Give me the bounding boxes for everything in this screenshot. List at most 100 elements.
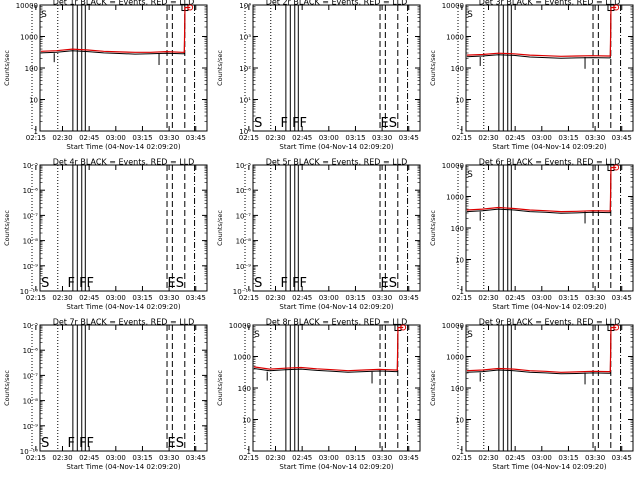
x-tick-label: 03:45: [612, 294, 632, 302]
x-tick-label: 02:45: [79, 134, 99, 142]
panel-title: Det 1r BLACK = Events, RED = LLD: [53, 0, 195, 7]
panel-det-1r: Det 1r BLACK = Events, RED = LLD 1 10 100 10…: [3, 0, 208, 151]
y-tick-label: 100: [451, 385, 464, 393]
x-axis-label: Start Time (04-Nov-14 02:09:20): [492, 143, 606, 151]
y-axis-label: Counts/sec: [3, 370, 11, 406]
y-tick-label: 10⁰: [239, 128, 251, 136]
panel-title: Det 8r BLACK = Events, RED = LLD: [266, 318, 408, 327]
x-tick-label: 02:45: [505, 134, 525, 142]
flag-label: S: [41, 436, 49, 451]
x-tick-label: 02:15: [26, 294, 46, 302]
y-axis-label: Counts/sec: [216, 370, 224, 406]
x-tick-label: 02:15: [239, 294, 259, 302]
x-tick-label: 03:00: [106, 294, 126, 302]
x-tick-label: 02:15: [26, 454, 46, 462]
x-axis-label: Start Time (04-Nov-14 02:09:20): [66, 303, 180, 311]
y-axis-label: Counts/sec: [216, 50, 224, 86]
plot-frame: [252, 4, 421, 132]
flag-label: F: [68, 436, 75, 451]
y-tick-label: 1: [460, 288, 464, 296]
y-tick-label: 10¹: [239, 97, 251, 105]
x-tick-label: 03:45: [186, 134, 206, 142]
x-tick-label: 02:15: [452, 294, 472, 302]
x-tick-label: 03:30: [585, 134, 605, 142]
y-tick-label: 10: [455, 257, 464, 265]
x-axis-label: Start Time (04-Nov-14 02:09:20): [492, 463, 606, 471]
x-tick-label: 02:45: [79, 454, 99, 462]
x-axis-label: Start Time (04-Nov-14 02:09:20): [66, 143, 180, 151]
panel-det-5r: Det 5r BLACK = Events, RED = LLD 10⁻¹⁰ 10⁻…: [216, 158, 421, 311]
y-tick-label: 10000: [442, 162, 464, 170]
x-tick-label: 03:15: [558, 134, 578, 142]
x-tick-label: 03:00: [106, 454, 126, 462]
y-tick-label: 1000: [446, 354, 464, 362]
y-tick-label: 10⁻⁸: [23, 238, 39, 246]
x-tick-label: 03:00: [319, 134, 339, 142]
y-tick-label: 10⁻⁷: [236, 212, 252, 220]
panel-det-7r: Det 7r BLACK = Events, RED = LLD 10⁻¹⁰ 10⁻…: [3, 318, 208, 471]
y-tick-label: 10⁻⁷: [23, 372, 39, 380]
y-axis-label: Counts/sec: [216, 210, 224, 246]
x-tick-label: 02:30: [478, 294, 498, 302]
x-tick-label: 02:45: [292, 134, 312, 142]
flag-label: F: [68, 276, 75, 291]
plot-frame: [39, 164, 208, 292]
y-tick-label: 10⁻¹⁰: [20, 288, 38, 296]
series-events: [253, 327, 404, 373]
panel-title: Det 7r BLACK = Events, RED = LLD: [53, 318, 195, 327]
y-tick-label: 10⁻⁵: [236, 162, 252, 170]
series-endpoint-marker: [400, 324, 407, 331]
plot-frame: [252, 164, 421, 292]
flag-label: FF: [292, 116, 307, 131]
x-tick-label: 02:15: [239, 454, 259, 462]
y-axis-label: Counts/sec: [3, 210, 11, 246]
x-tick-label: 02:30: [265, 454, 285, 462]
y-tick-label: 1: [34, 128, 38, 136]
y-axis-label: Counts/sec: [429, 50, 437, 86]
x-axis-label: Start Time (04-Nov-14 02:09:20): [492, 303, 606, 311]
plot-frame: [465, 4, 634, 132]
x-tick-label: 03:00: [532, 454, 552, 462]
x-axis-label: Start Time (04-Nov-14 02:09:20): [279, 143, 393, 151]
x-tick-label: 02:15: [452, 454, 472, 462]
y-tick-label: 10⁻⁶: [23, 187, 39, 195]
x-tick-label: 03:00: [106, 134, 126, 142]
y-axis-label: Counts/sec: [3, 50, 11, 86]
y-tick-label: 1000: [20, 34, 38, 42]
series-lld: [253, 326, 404, 372]
flag-label: S: [467, 170, 473, 180]
flag-label: ES: [168, 276, 184, 291]
x-tick-label: 03:00: [532, 134, 552, 142]
x-tick-label: 02:15: [26, 134, 46, 142]
flag-label: S: [254, 330, 260, 340]
y-axis-label: Counts/sec: [429, 210, 437, 246]
y-tick-label: 1000: [446, 194, 464, 202]
y-tick-label: 10⁻⁵: [23, 162, 39, 170]
x-axis-label: Start Time (04-Nov-14 02:09:20): [279, 303, 393, 311]
panel-title: Det 5r BLACK = Events, RED = LLD: [266, 158, 408, 167]
y-tick-label: 10: [29, 97, 38, 105]
x-tick-label: 03:15: [132, 294, 152, 302]
panel-det-3r: Det 3r BLACK = Events, RED = LLD 1 10 100 10…: [429, 0, 634, 151]
x-tick-label: 02:45: [505, 294, 525, 302]
x-tick-label: 02:30: [265, 134, 285, 142]
series-events: [466, 167, 617, 214]
x-tick-label: 03:15: [558, 454, 578, 462]
x-tick-label: 03:30: [585, 454, 605, 462]
x-tick-label: 03:30: [372, 454, 392, 462]
flag-label: S: [467, 330, 473, 340]
series-events: [466, 327, 617, 375]
y-axis-label: Counts/sec: [429, 370, 437, 406]
y-tick-label: 10⁻⁹: [236, 263, 252, 271]
x-tick-label: 03:30: [159, 134, 179, 142]
flag-label: S: [41, 276, 49, 291]
x-tick-label: 03:00: [532, 294, 552, 302]
flag-label: S: [467, 10, 473, 20]
x-tick-label: 02:30: [265, 294, 285, 302]
x-axis-label: Start Time (04-Nov-14 02:09:20): [279, 463, 393, 471]
y-tick-label: 10000: [442, 2, 464, 10]
y-tick-label: 10: [242, 417, 251, 425]
flag-label: ES: [381, 116, 397, 131]
y-tick-label: 1000: [446, 34, 464, 42]
y-tick-label: 100: [451, 225, 464, 233]
